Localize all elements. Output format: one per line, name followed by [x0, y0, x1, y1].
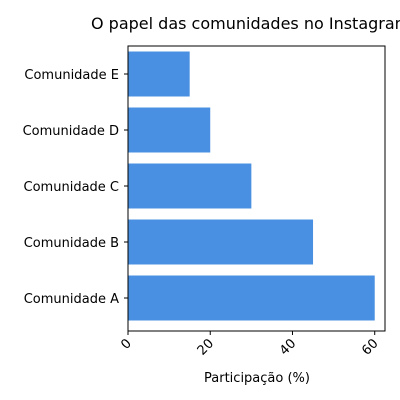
x-axis: 0 20 40 60	[118, 331, 382, 359]
bar-comunidade-b	[128, 219, 314, 265]
chart-title: O papel das comunidades no Instagram	[91, 14, 400, 33]
plot-frame	[127, 45, 386, 332]
bar-comunidade-d	[128, 107, 211, 153]
y-tick-label: Comunidade D	[23, 124, 119, 139]
axes-layer	[127, 45, 386, 332]
x-tick-label: 60	[359, 336, 381, 358]
x-tick-label: 20	[195, 336, 217, 358]
y-axis: Comunidade A Comunidade B Comunidade C Comu…	[23, 68, 128, 307]
x-tick-label: 0	[118, 336, 134, 352]
y-tick-label: Comunidade A	[24, 292, 119, 307]
y-tick-label: Comunidade E	[24, 68, 119, 83]
bars-layer	[128, 51, 375, 321]
y-tick-label: Comunidade B	[24, 236, 119, 251]
bar-comunidade-c	[128, 163, 252, 209]
bar-comunidade-a	[128, 275, 375, 321]
bar-comunidade-e	[128, 51, 190, 97]
x-tick-label: 40	[277, 336, 299, 358]
x-axis-label: Participação (%)	[204, 371, 310, 386]
y-tick-label: Comunidade C	[24, 180, 119, 195]
